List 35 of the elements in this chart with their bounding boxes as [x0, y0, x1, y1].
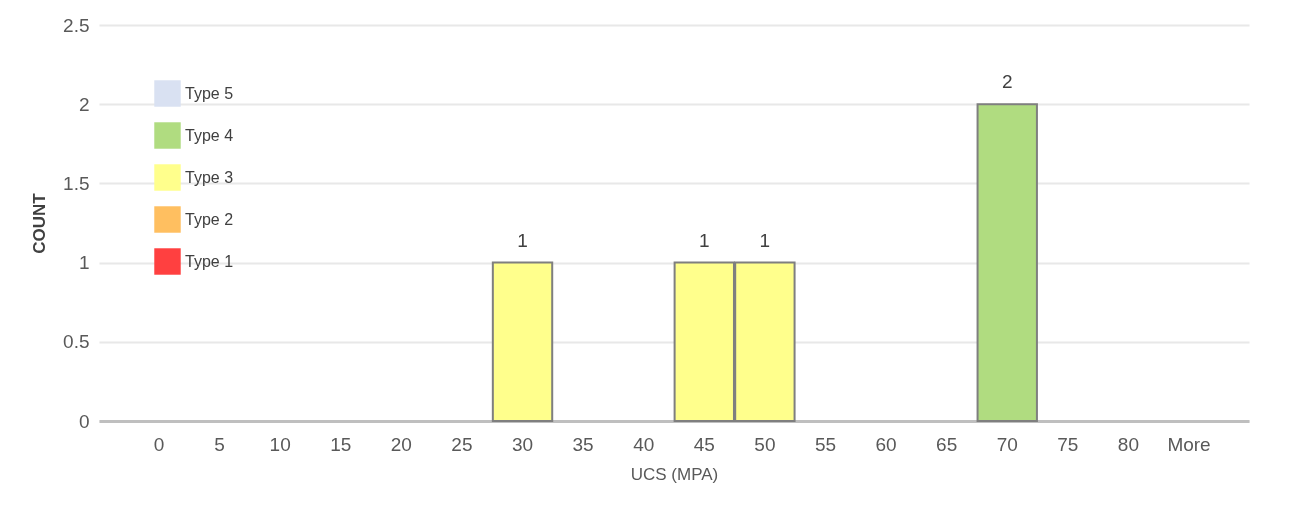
x-tick-label: 25 [451, 433, 473, 455]
legend-label: Type 1 [185, 252, 234, 270]
x-tick-label: 50 [754, 433, 776, 455]
x-tick-label: 35 [572, 433, 594, 455]
y-axis-title: COUNT [30, 192, 50, 254]
legend-label: Type 3 [185, 168, 234, 186]
y-tick-label: 2 [78, 93, 90, 115]
x-tick-label: 80 [1117, 433, 1139, 455]
legend-label: Type 4 [185, 126, 234, 144]
x-tick-label: 45 [693, 433, 715, 455]
data-label: 1 [517, 229, 528, 251]
x-tick-label: 30 [511, 433, 534, 455]
y-tick-label: 1.5 [63, 172, 90, 194]
x-tick-label: 60 [875, 433, 897, 455]
y-tick-label: 0 [78, 410, 90, 432]
x-tick-label: 55 [814, 433, 837, 455]
y-tick-label: 0.5 [63, 331, 90, 353]
x-tick-label: 75 [1057, 433, 1079, 455]
x-tick-label: 70 [996, 433, 1018, 455]
x-tick-label: 65 [936, 433, 958, 455]
y-tick-label: 2.5 [63, 14, 90, 36]
x-tick-label: 0 [153, 433, 165, 455]
x-tick-label: 20 [390, 433, 412, 455]
legend-label: Type 5 [185, 84, 234, 102]
legend-label: Type 2 [185, 210, 234, 228]
data-label: 1 [759, 229, 771, 251]
x-tick-label: 10 [269, 433, 291, 455]
y-tick-label: 1 [78, 252, 90, 274]
data-label: 2 [1001, 71, 1013, 93]
x-tick-label: 40 [633, 433, 655, 455]
x-tick-label: 5 [214, 433, 225, 455]
x-tick-label: 15 [330, 433, 352, 455]
x-axis-title: UCS (MPA) [630, 464, 719, 484]
x-tick-label: More [1167, 433, 1211, 455]
data-label: 1 [699, 229, 710, 251]
